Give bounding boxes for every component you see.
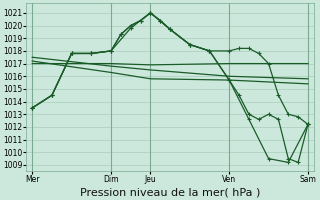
X-axis label: Pression niveau de la mer( hPa ): Pression niveau de la mer( hPa ) xyxy=(80,187,260,197)
